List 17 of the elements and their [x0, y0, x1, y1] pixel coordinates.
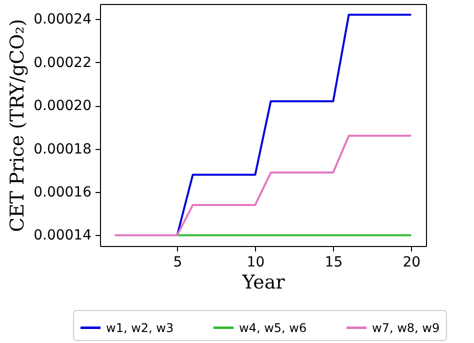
- line-series: [176, 14, 412, 236]
- y-tick-label: 0.00020: [34, 98, 92, 114]
- x-tick-label: 10: [246, 254, 265, 270]
- x-tick-label: 20: [402, 254, 421, 270]
- legend-label: w1, w2, w3: [106, 320, 174, 335]
- y-tick-label: 0.00022: [34, 54, 92, 71]
- legend-label: w7, w8, w9: [372, 320, 440, 335]
- x-tick-label: 5: [173, 254, 182, 270]
- y-tick-label: 0.00016: [34, 184, 92, 200]
- legend-label: w4, w5, w6: [239, 320, 307, 335]
- y-tick-label: 0.00018: [34, 141, 92, 158]
- y-axis-title: CET Price (TRY/gCO₂): [6, 18, 29, 232]
- y-tick-label: 0.00014: [34, 228, 92, 244]
- line-series: [114, 134, 412, 236]
- y-tick-label: 0.00024: [34, 12, 92, 28]
- x-axis-title: Year: [241, 272, 286, 294]
- x-tick-label: 15: [324, 254, 343, 270]
